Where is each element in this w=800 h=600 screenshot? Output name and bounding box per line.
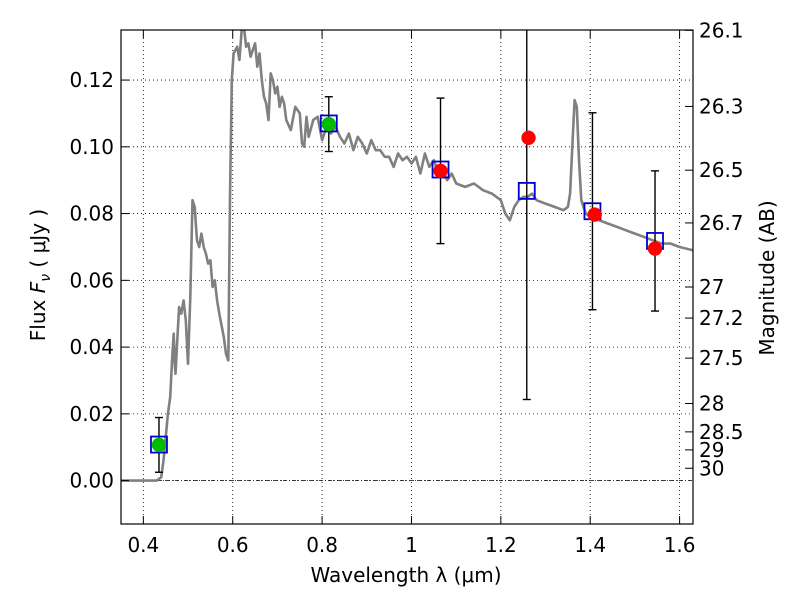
- model-photometry-square: [319, 114, 338, 133]
- magnitude-tick-label: 30: [699, 456, 724, 480]
- x-tick-label: 0.8: [306, 533, 338, 557]
- magnitude-tick-label: 26.7: [699, 211, 744, 235]
- y-axis-label-subscript: ν: [38, 274, 54, 282]
- y-tick-label: 0.08: [69, 202, 114, 226]
- magnitude-tick-label: 27.2: [699, 306, 744, 330]
- x-tick-label: 1: [405, 533, 418, 557]
- magnitude-tick-label: 29: [699, 438, 724, 462]
- y-axis-label: Flux Fν ( μJy ): [26, 209, 54, 341]
- model-spectrum-line: [121, 30, 693, 482]
- red-data-point: [521, 130, 536, 146]
- y-tick-label: 0.06: [69, 268, 114, 292]
- x-tick-label: 0.4: [127, 533, 159, 557]
- magnitude-axis-label: Magnitude (AB): [755, 200, 779, 355]
- red-data-point: [647, 241, 663, 256]
- axis-ticks: [121, 29, 693, 524]
- x-tick-label: 1.2: [485, 533, 517, 557]
- y-tick-label: 0.02: [69, 402, 114, 426]
- green-data-point: [321, 116, 337, 132]
- magnitude-tick-label: 27.5: [699, 346, 744, 370]
- y-axis-label-suffix: ( μJy ): [26, 209, 50, 274]
- magnitude-tick-label: 26.1: [699, 18, 744, 42]
- magnitude-tick-label: 28.5: [699, 420, 744, 444]
- red-data-point: [433, 163, 448, 179]
- model-photometry-square: [517, 181, 536, 200]
- magnitude-tick-label: 27: [699, 275, 724, 299]
- x-tick-label: 1.6: [664, 533, 696, 557]
- grid: [121, 30, 693, 524]
- plot-frame: [120, 29, 694, 525]
- y-tick-label: 0.04: [69, 335, 114, 359]
- data-markers: [150, 114, 664, 454]
- model-photometry-square: [150, 435, 168, 454]
- y-axis-label-symbol: F: [26, 281, 50, 293]
- magnitude-tick-label: 26.5: [699, 158, 744, 182]
- y-axis-label-prefix: Flux: [26, 293, 50, 341]
- y-tick-label: 0.12: [69, 68, 114, 92]
- green-data-point: [151, 437, 167, 453]
- model-spectrum-layer: [121, 30, 693, 482]
- y-tick-label: 0.00: [69, 469, 114, 493]
- red-data-point: [587, 207, 602, 222]
- y-tick-label: 0.10: [69, 135, 114, 159]
- tick-labels: 0.4 0.6 0.8 1 1.2 1.4 1.6 0.00 0.02 0.04 0.06 0.08 0…: [69, 18, 743, 557]
- x-tick-label: 0.6: [217, 533, 249, 557]
- x-tick-label: 1.4: [574, 533, 606, 557]
- magnitude-tick-label: 28: [699, 392, 724, 416]
- error-bars: [154, 30, 660, 473]
- x-axis-label: Wavelength λ (μm): [310, 563, 501, 587]
- magnitude-tick-label: 26.3: [699, 94, 744, 118]
